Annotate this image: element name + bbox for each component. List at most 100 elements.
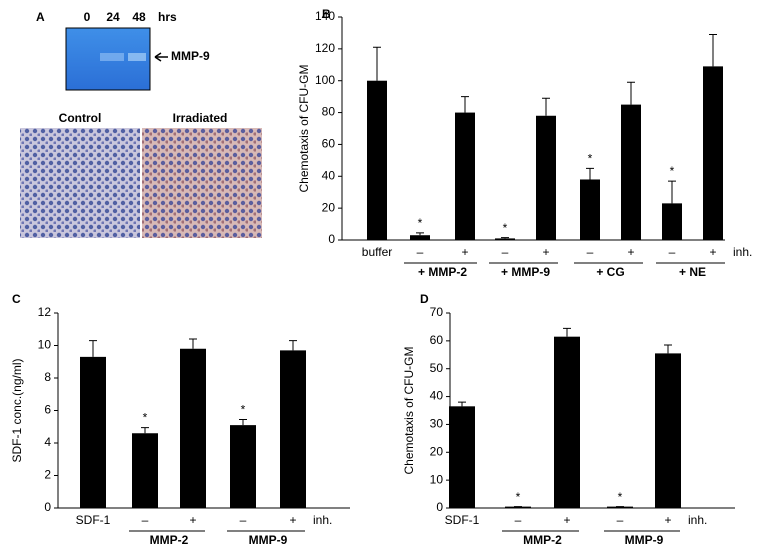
x-tick-label: +: [461, 245, 468, 259]
bar: [607, 506, 633, 508]
x-tick-label: –: [617, 513, 624, 527]
y-axis-label: Chemotaxis of CFU-GM: [402, 346, 416, 474]
error-bar: [563, 327, 571, 337]
lane-label: 24: [106, 10, 120, 24]
y-tick-label: 50: [430, 361, 444, 375]
bar: [449, 406, 475, 508]
y-tick-label: 12: [38, 305, 52, 319]
error-bar: [586, 167, 594, 180]
y-tick-label: 10: [38, 338, 52, 352]
x-tick-label: SDF-1: [76, 513, 111, 527]
panel-label: A: [36, 10, 45, 24]
bar: [280, 350, 306, 508]
error-bar: [668, 180, 676, 204]
error-bar: [289, 340, 297, 351]
group-label: + CG: [596, 265, 624, 279]
error-bar: [373, 46, 381, 81]
bar: [230, 425, 256, 508]
x-tick-label: –: [417, 245, 424, 259]
histology-image: [20, 128, 140, 238]
x-tick-label: –: [515, 513, 522, 527]
y-tick-label: 120: [315, 41, 335, 55]
error-bar: [461, 96, 469, 113]
significance-mark: *: [670, 164, 675, 178]
x-tick-label: –: [240, 513, 247, 527]
lane-label: 48: [132, 10, 146, 24]
y-tick-label: 0: [44, 500, 51, 514]
significance-mark: *: [143, 411, 148, 425]
group-label: MMP-2: [523, 533, 562, 547]
significance-mark: *: [588, 151, 593, 165]
y-tick-label: 20: [430, 444, 444, 458]
image-label: Irradiated: [173, 111, 228, 125]
error-bar: [542, 97, 550, 116]
bar: [505, 506, 531, 508]
error-bar: [89, 340, 97, 357]
bar: [662, 203, 682, 240]
lane-label: 0: [84, 10, 91, 24]
panel-label: B: [322, 7, 331, 21]
bar: [554, 336, 580, 508]
y-tick-label: 0: [436, 500, 443, 514]
bar: [536, 115, 556, 240]
y-tick-label: 0: [328, 232, 335, 246]
band-label: MMP-9: [171, 49, 210, 63]
group-label: + NE: [679, 265, 706, 279]
bar: [80, 356, 106, 508]
x-tick-label: +: [189, 513, 196, 527]
x-tick-label: +: [542, 245, 549, 259]
bar: [410, 235, 430, 240]
y-tick-label: 6: [44, 403, 51, 417]
histology-image: [142, 128, 262, 238]
y-tick-label: 100: [315, 73, 335, 87]
arrow: [154, 52, 162, 62]
inhibitor-label: inh.: [688, 513, 707, 527]
bar: [495, 238, 515, 240]
bar: [180, 348, 206, 508]
inhibitor-label: inh.: [313, 513, 332, 527]
y-tick-label: 70: [430, 305, 444, 319]
x-tick-label: –: [587, 245, 594, 259]
x-tick-label: –: [669, 245, 676, 259]
group-label: + MMP-9: [501, 265, 550, 279]
y-tick-label: 80: [322, 105, 336, 119]
y-axis-label: SDF-1 conc.(ng/ml): [10, 358, 24, 462]
y-tick-label: 10: [430, 472, 444, 486]
y-tick-label: 60: [322, 137, 336, 151]
error-bar: [627, 81, 635, 105]
significance-mark: *: [618, 490, 623, 504]
y-tick-label: 40: [430, 389, 444, 403]
bar: [703, 66, 723, 240]
x-tick-label: +: [627, 245, 634, 259]
error-bar: [141, 427, 149, 434]
group-label: MMP-9: [625, 533, 664, 547]
x-tick-label: –: [502, 245, 509, 259]
group-label: + MMP-2: [418, 265, 467, 279]
y-tick-label: 20: [322, 200, 336, 214]
error-bar: [239, 418, 247, 426]
significance-mark: *: [503, 221, 508, 235]
y-tick-label: 60: [430, 333, 444, 347]
panel-label: C: [12, 292, 21, 306]
error-bar: [189, 338, 197, 349]
bar: [132, 433, 158, 508]
error-bar: [416, 232, 424, 236]
group-label: MMP-9: [249, 533, 288, 547]
error-bar: [709, 34, 717, 67]
bar: [455, 112, 475, 240]
y-tick-label: 140: [315, 9, 335, 23]
bar: [655, 353, 681, 508]
x-tick-label: SDF-1: [445, 513, 480, 527]
error-bar: [664, 344, 672, 354]
x-tick-label: +: [289, 513, 296, 527]
lane-unit: hrs: [158, 10, 177, 24]
x-tick-label: +: [563, 513, 570, 527]
error-bar: [458, 401, 466, 407]
error-bar: [501, 237, 509, 239]
x-tick-label: buffer: [362, 245, 392, 259]
y-tick-label: 2: [44, 468, 51, 482]
panel-label: D: [420, 292, 429, 306]
y-tick-label: 40: [322, 168, 336, 182]
y-tick-label: 4: [44, 435, 51, 449]
